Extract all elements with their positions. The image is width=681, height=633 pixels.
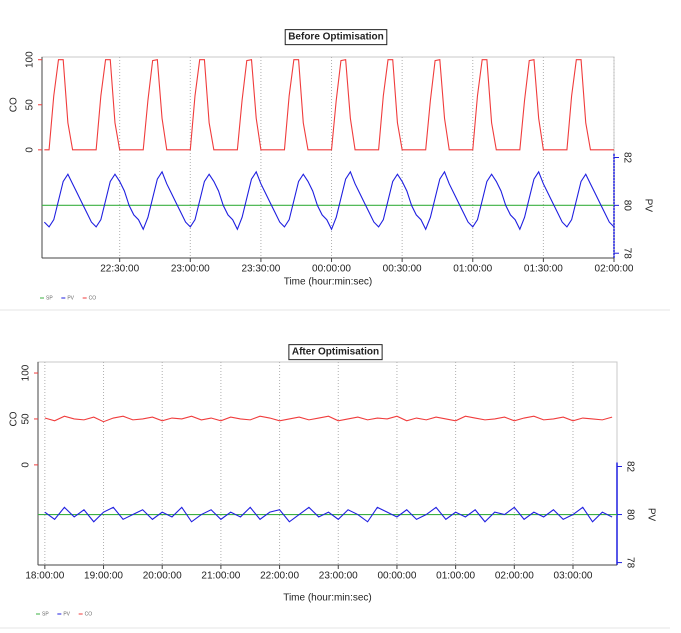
x-tick-label: 02:00:00 bbox=[495, 571, 534, 582]
x-tick-label: 01:30:00 bbox=[524, 264, 563, 275]
title-box bbox=[284, 29, 388, 46]
y-axis-title: CO bbox=[9, 411, 20, 426]
y-axis-title: CO bbox=[9, 97, 20, 112]
y2-axis-title: PV bbox=[642, 199, 653, 213]
legend-label: CO bbox=[85, 611, 93, 617]
y2-tick-label: 80 bbox=[624, 509, 635, 521]
chart-title: Before Optimisation bbox=[288, 32, 384, 43]
y2-tick-label: 82 bbox=[621, 152, 632, 164]
y2-tick-label: 82 bbox=[624, 461, 635, 473]
x-tick-label: 00:00:00 bbox=[312, 264, 351, 275]
y2-tick-label: 78 bbox=[621, 248, 632, 260]
x-tick-label: 23:00:00 bbox=[319, 571, 358, 582]
legend-label: PV bbox=[67, 295, 74, 301]
x-tick-label: 18:00:00 bbox=[25, 571, 64, 582]
series-line bbox=[44, 59, 614, 151]
x-tick-label: 00:00:00 bbox=[377, 571, 416, 582]
x-tick-label: 01:00:00 bbox=[436, 571, 475, 582]
chart-title: After Optimisation bbox=[292, 347, 379, 358]
y-tick-label: 50 bbox=[25, 99, 36, 111]
legend-label: CO bbox=[89, 295, 97, 301]
title-box bbox=[288, 344, 383, 361]
x-tick-label: 23:30:00 bbox=[241, 264, 280, 275]
y2-axis-title: PV bbox=[645, 508, 656, 522]
x-axis-title: Time (hour:min:sec) bbox=[284, 277, 373, 288]
legend-label: SP bbox=[42, 611, 49, 617]
y2-tick-label: 80 bbox=[621, 200, 632, 212]
x-tick-label: 03:00:00 bbox=[554, 571, 593, 582]
y-tick-label: 0 bbox=[21, 462, 32, 468]
x-tick-label: 20:00:00 bbox=[143, 571, 182, 582]
y-tick-label: 0 bbox=[25, 147, 36, 153]
y-tick-label: 100 bbox=[21, 364, 32, 381]
x-tick-label: 22:00:00 bbox=[260, 571, 299, 582]
y2-tick-label: 78 bbox=[624, 557, 635, 569]
x-tick-label: 23:00:00 bbox=[171, 264, 210, 275]
series-line bbox=[44, 506, 613, 523]
x-tick-label: 01:00:00 bbox=[453, 264, 492, 275]
x-tick-label: 00:30:00 bbox=[383, 264, 422, 275]
series-line bbox=[43, 170, 615, 231]
x-tick-label: 22:30:00 bbox=[100, 264, 139, 275]
y-tick-label: 100 bbox=[25, 51, 36, 68]
series-line bbox=[44, 415, 613, 423]
y-tick-label: 50 bbox=[21, 413, 32, 425]
x-axis-title: Time (hour:min:sec) bbox=[283, 593, 372, 604]
legend-label: SP bbox=[46, 295, 53, 301]
x-tick-label: 19:00:00 bbox=[84, 571, 123, 582]
legend-label: PV bbox=[63, 611, 70, 617]
x-tick-label: 02:00:00 bbox=[595, 264, 634, 275]
x-tick-label: 21:00:00 bbox=[201, 571, 240, 582]
